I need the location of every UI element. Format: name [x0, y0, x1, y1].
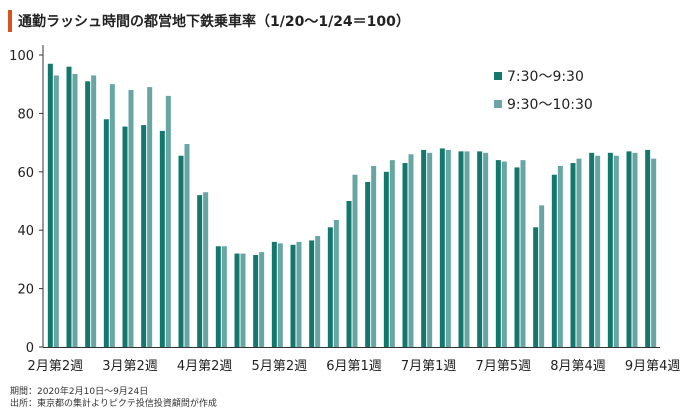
bar-1-10 — [234, 253, 240, 347]
bar-2-26 — [539, 205, 545, 347]
x-tick-label-1: 3月第2週 — [102, 359, 158, 374]
axes-group: 0 20 40 60 80 100 2月第2週 3月第2週 4月第2週 5月第2週 6月第1週 7月第… — [9, 45, 680, 374]
bar-1-20 — [421, 149, 427, 347]
bar-1-25 — [514, 167, 520, 347]
legend-label-1: 7:30〜9:30 — [507, 69, 584, 85]
y-tick-label-80: 80 — [17, 107, 34, 122]
y-tick-label-0: 0 — [26, 341, 34, 356]
y-tick-label-60: 60 — [17, 166, 34, 181]
bar-1-18 — [383, 171, 389, 347]
bar-1-12 — [271, 241, 277, 347]
bar-2-30 — [613, 155, 619, 347]
bar-2-22 — [464, 151, 470, 347]
y-tick-label-20: 20 — [17, 283, 34, 298]
bar-2-1 — [72, 73, 78, 347]
footnote-period: 期間：2020年2月10日〜9月24日 — [10, 387, 149, 397]
bar-2-20 — [427, 152, 433, 347]
legend-label-2: 9:30〜10:30 — [507, 97, 593, 113]
bar-2-4 — [128, 90, 134, 347]
legend-swatch-1 — [494, 72, 502, 80]
bars-group — [47, 63, 657, 348]
legend-swatch-2 — [494, 100, 502, 108]
bar-1-2 — [85, 81, 91, 347]
bar-1-31 — [626, 151, 632, 347]
x-tick-label-7: 8月第4週 — [550, 359, 606, 374]
bar-2-6 — [165, 95, 171, 347]
chart-title: 通勤ラッシュ時間の都営地下鉄乗車率（1/20〜1/24＝100） — [18, 14, 410, 30]
bar-1-9 — [215, 246, 221, 347]
bar-2-11 — [259, 252, 265, 347]
bar-1-3 — [103, 119, 109, 348]
bar-1-11 — [253, 255, 259, 347]
bar-1-19 — [402, 163, 408, 347]
x-tick-label-8: 9月第4週 — [625, 359, 680, 374]
x-tick-label-0: 2月第2週 — [28, 359, 84, 374]
bar-1-17 — [365, 182, 371, 347]
x-tick-label-3: 5月第2週 — [252, 359, 308, 374]
x-tick-label-2: 4月第2週 — [177, 359, 233, 374]
bar-2-8 — [203, 192, 209, 347]
bar-2-27 — [557, 165, 563, 347]
bar-1-16 — [346, 201, 352, 347]
bar-1-26 — [533, 227, 539, 347]
bar-2-19 — [408, 154, 414, 347]
bar-2-17 — [371, 165, 377, 347]
bar-2-21 — [445, 149, 451, 347]
bar-1-30 — [607, 152, 613, 347]
bar-1-13 — [290, 244, 296, 347]
bar-2-3 — [109, 84, 115, 347]
x-tick-label-4: 6月第1週 — [326, 359, 382, 374]
bar-1-0 — [47, 63, 53, 347]
y-tick-label-100: 100 — [9, 49, 34, 64]
footnote-source: 出所：東京都の集計よりピクテ投信投資顧問が作成 — [10, 399, 217, 409]
bar-2-16 — [352, 174, 358, 347]
x-tick-label-6: 7月第5週 — [476, 359, 532, 374]
bar-2-15 — [333, 219, 339, 347]
bar-2-25 — [520, 160, 526, 347]
bar-2-5 — [147, 87, 153, 348]
bar-1-22 — [458, 151, 464, 347]
bar-2-10 — [240, 253, 246, 347]
bar-1-28 — [570, 163, 576, 347]
bar-1-4 — [122, 126, 128, 347]
bar-1-7 — [178, 155, 184, 347]
bar-2-0 — [53, 75, 59, 347]
bar-2-7 — [184, 144, 190, 347]
bar-1-5 — [141, 125, 147, 347]
bar-1-14 — [309, 240, 315, 347]
bar-1-27 — [551, 174, 557, 347]
bar-2-2 — [91, 75, 97, 347]
bar-2-28 — [576, 158, 582, 347]
y-tick-label-40: 40 — [17, 224, 34, 239]
bar-2-14 — [315, 236, 321, 347]
bar-2-24 — [501, 161, 507, 347]
legend: 7:30〜9:30 9:30〜10:30 — [494, 69, 593, 113]
bar-2-31 — [632, 152, 638, 347]
bar-1-6 — [159, 130, 165, 347]
bar-1-24 — [495, 160, 501, 347]
bar-2-29 — [595, 155, 601, 347]
bar-1-21 — [439, 148, 445, 347]
bar-1-32 — [645, 149, 651, 347]
bar-1-1 — [66, 66, 72, 348]
bar-1-15 — [327, 227, 333, 347]
bar-2-13 — [296, 241, 302, 347]
bar-2-23 — [483, 152, 489, 347]
x-tick-label-5: 7月第1週 — [401, 359, 457, 374]
title-accent-bar — [8, 10, 12, 32]
bar-2-18 — [389, 160, 395, 347]
bar-1-29 — [589, 152, 595, 347]
bar-2-32 — [651, 158, 657, 347]
bar-1-23 — [477, 151, 483, 347]
bar-2-12 — [277, 243, 283, 347]
bar-2-9 — [221, 246, 227, 347]
bar-1-8 — [197, 195, 203, 347]
